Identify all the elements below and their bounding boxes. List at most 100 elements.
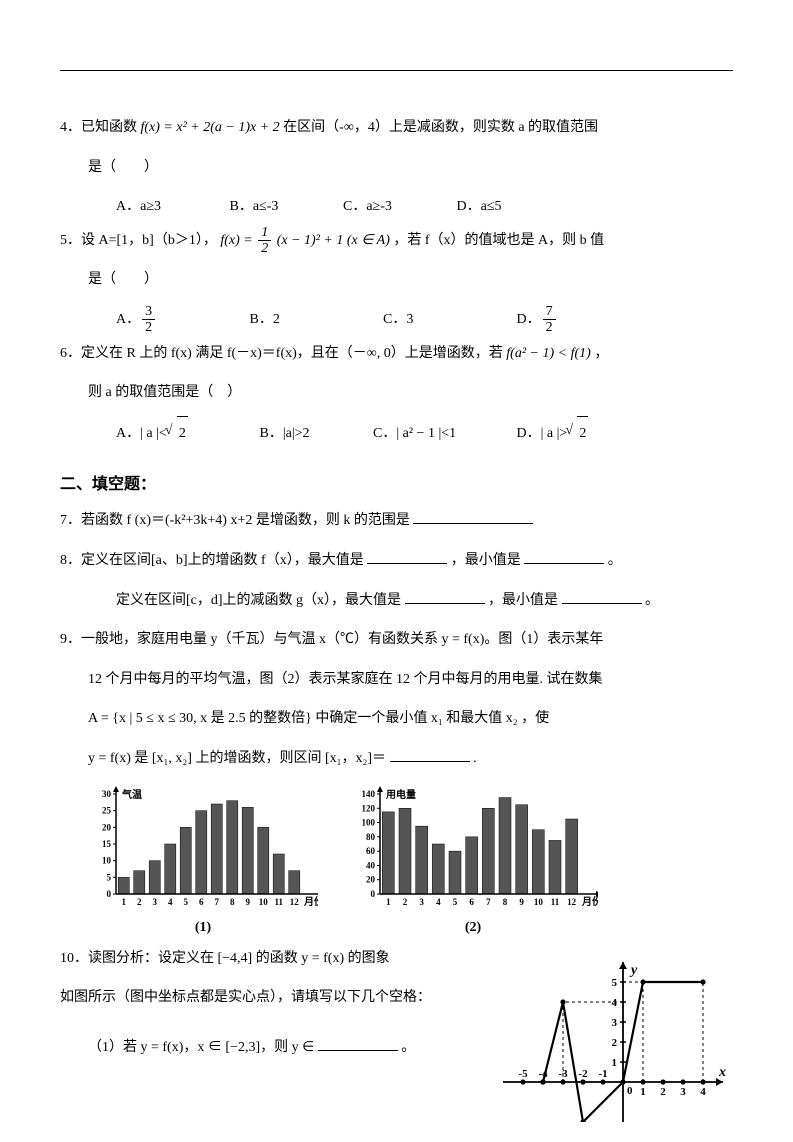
question-7: 7．若函数 f (x)＝(-k²+3k+4) x+2 是增函数，则 k 的范围是 <box>60 504 733 538</box>
q7-blank[interactable] <box>413 509 533 524</box>
svg-text:8: 8 <box>503 897 508 907</box>
svg-text:9: 9 <box>246 897 251 907</box>
svg-text:-1: -1 <box>598 1068 607 1080</box>
svg-text:2: 2 <box>660 1086 666 1098</box>
q5-opt-d: D．72 <box>517 303 647 337</box>
q8-l1a: 8．定义在区间[a、b]上的增函数 f（x），最大值是 <box>60 553 364 568</box>
svg-text:7: 7 <box>215 897 220 907</box>
svg-text:y: y <box>629 963 638 978</box>
question-9-line3: A = {x | 5 ≤ x ≤ 30, x 是 2.5 的整数倍} 中确定一个… <box>60 702 733 736</box>
q6-text-c: 则 a 的取值范围是（ ） <box>60 376 733 410</box>
svg-text:40: 40 <box>366 860 376 870</box>
svg-text:2: 2 <box>403 897 408 907</box>
q5-expr-pre: f(x) = <box>220 233 256 248</box>
svg-text:5: 5 <box>107 872 112 882</box>
svg-text:3: 3 <box>419 897 424 907</box>
svg-text:用电量: 用电量 <box>385 788 416 801</box>
q4-opt-b: B．a≤-3 <box>230 190 340 224</box>
svg-text:-5: -5 <box>518 1068 528 1080</box>
question-4: 4．已知函数 f(x) = x² + 2(a − 1)x + 2 在区间（-∞，… <box>60 111 733 145</box>
q5-text-c: 是（ ） <box>60 263 733 297</box>
svg-text:3: 3 <box>680 1086 686 1098</box>
svg-text:25: 25 <box>102 805 112 815</box>
svg-text:4: 4 <box>700 1086 706 1098</box>
question-9-line4: y = f(x) 是 [x₁, x₂] 上的增函数，则区间 [x₁，x₂]＝ . <box>60 742 733 776</box>
question-9-line1: 9．一般地，家庭用电量 y（千瓦）与气温 x（℃）有函数关系 y = f(x)。… <box>60 623 733 657</box>
q6-expr: f(a² − 1) < f(1) <box>506 346 591 361</box>
svg-text:60: 60 <box>366 846 376 856</box>
svg-text:0: 0 <box>627 1085 633 1097</box>
q5-frac: 12 <box>256 225 273 257</box>
svg-text:0: 0 <box>107 889 112 899</box>
q6-options: A．| a |< 2 B．|a|>2 C．| a² − 1 |<1 D．| a … <box>60 416 733 451</box>
question-9-line2: 12 个月中每月的平均气温，图（2）表示某家庭在 12 个月中每月的用电量. 试… <box>60 663 733 697</box>
q8-l1b: ，最小值是 <box>451 553 521 568</box>
q8-l1c: 。 <box>608 553 622 568</box>
q4-opt-a: A．a≥3 <box>116 190 226 224</box>
chart-2-wrap: 020406080100120140123456789101112用电量月份 (… <box>348 786 598 936</box>
question-8-line2: 定义在区间[c，d]上的减函数 g（x），最大值是 ，最小值是 。 <box>60 584 733 618</box>
q6-opt-b: B．|a|>2 <box>260 417 370 451</box>
svg-text:11: 11 <box>551 897 560 907</box>
q8-blank3[interactable] <box>405 589 485 604</box>
svg-text:5: 5 <box>612 977 618 989</box>
svg-text:4: 4 <box>436 897 441 907</box>
svg-text:气温: 气温 <box>121 788 142 801</box>
q9-blank[interactable] <box>390 747 470 762</box>
svg-text:5: 5 <box>184 897 189 907</box>
q8-blank2[interactable] <box>524 549 604 564</box>
q5-options: A．32 B．2 C．3 D．72 <box>60 303 733 337</box>
question-8-line1: 8．定义在区间[a、b]上的增函数 f（x），最大值是 ，最小值是 。 <box>60 544 733 578</box>
q6-text-a: 6．定义在 R 上的 f(x) 满足 f(－x)＝f(x)，且在（－∞, 0）上… <box>60 346 506 361</box>
svg-text:10: 10 <box>534 897 544 907</box>
svg-text:120: 120 <box>362 803 376 813</box>
svg-text:12: 12 <box>290 897 300 907</box>
svg-text:4: 4 <box>168 897 173 907</box>
q8-blank4[interactable] <box>562 589 642 604</box>
q8-l2c: 。 <box>645 593 659 608</box>
svg-text:1: 1 <box>386 897 391 907</box>
q4-text-c: 是（ ） <box>60 151 733 185</box>
chart-1-caption: (1) <box>88 920 318 936</box>
svg-text:2: 2 <box>137 897 142 907</box>
svg-text:5: 5 <box>453 897 458 907</box>
function-graph: yx012345-5-4-3-2-11234 <box>493 942 733 1122</box>
q4-opt-c: C．a≥-3 <box>343 190 453 224</box>
q5-text-a: 5．设 A=[1，b]（b＞1）， <box>60 233 217 248</box>
svg-text:140: 140 <box>362 789 376 799</box>
svg-text:20: 20 <box>366 874 376 884</box>
q4-opt-d: D．a≤5 <box>457 190 567 224</box>
q10-s1b: 。 <box>401 1040 415 1055</box>
svg-text:15: 15 <box>102 839 112 849</box>
svg-text:9: 9 <box>519 897 524 907</box>
q5-opt-c: C．3 <box>383 303 513 337</box>
svg-text:2: 2 <box>612 1037 618 1049</box>
svg-text:12: 12 <box>567 897 577 907</box>
svg-text:-2: -2 <box>578 1068 588 1080</box>
question-6: 6．定义在 R 上的 f(x) 满足 f(－x)＝f(x)，且在（－∞, 0）上… <box>60 337 733 371</box>
svg-text:6: 6 <box>199 897 204 907</box>
q5-opt-a: A．32 <box>116 303 246 337</box>
svg-text:1: 1 <box>612 1057 618 1069</box>
q8-blank1[interactable] <box>367 549 447 564</box>
question-5: 5．设 A=[1，b]（b＞1）， f(x) = 12 (x − 1)² + 1… <box>60 224 733 258</box>
svg-text:4: 4 <box>612 997 618 1009</box>
svg-text:10: 10 <box>102 855 112 865</box>
q4-text-a: 4．已知函数 <box>60 120 141 135</box>
svg-text:1: 1 <box>122 897 127 907</box>
svg-text:100: 100 <box>362 817 376 827</box>
q10-blank1[interactable] <box>318 1036 398 1051</box>
svg-text:7: 7 <box>486 897 491 907</box>
svg-text:0: 0 <box>371 889 376 899</box>
svg-text:10: 10 <box>259 897 269 907</box>
q5-expr-post: (x − 1)² + 1 (x ∈ A) <box>277 233 390 248</box>
q6-opt-d: D．| a |> 2 <box>517 416 657 451</box>
svg-text:8: 8 <box>230 897 235 907</box>
q6-opt-a: A．| a |< 2 <box>116 416 256 451</box>
svg-text:80: 80 <box>366 831 376 841</box>
q7-text: 7．若函数 f (x)＝(-k²+3k+4) x+2 是增函数，则 k 的范围是 <box>60 513 410 528</box>
q6-opt-c: C．| a² − 1 |<1 <box>373 417 513 451</box>
q9-l4a: y = f(x) 是 [x₁, x₂] 上的增函数，则区间 [x₁，x₂]＝ <box>88 751 386 766</box>
svg-text:月份: 月份 <box>303 895 318 908</box>
q8-l2b: ，最小值是 <box>488 593 558 608</box>
